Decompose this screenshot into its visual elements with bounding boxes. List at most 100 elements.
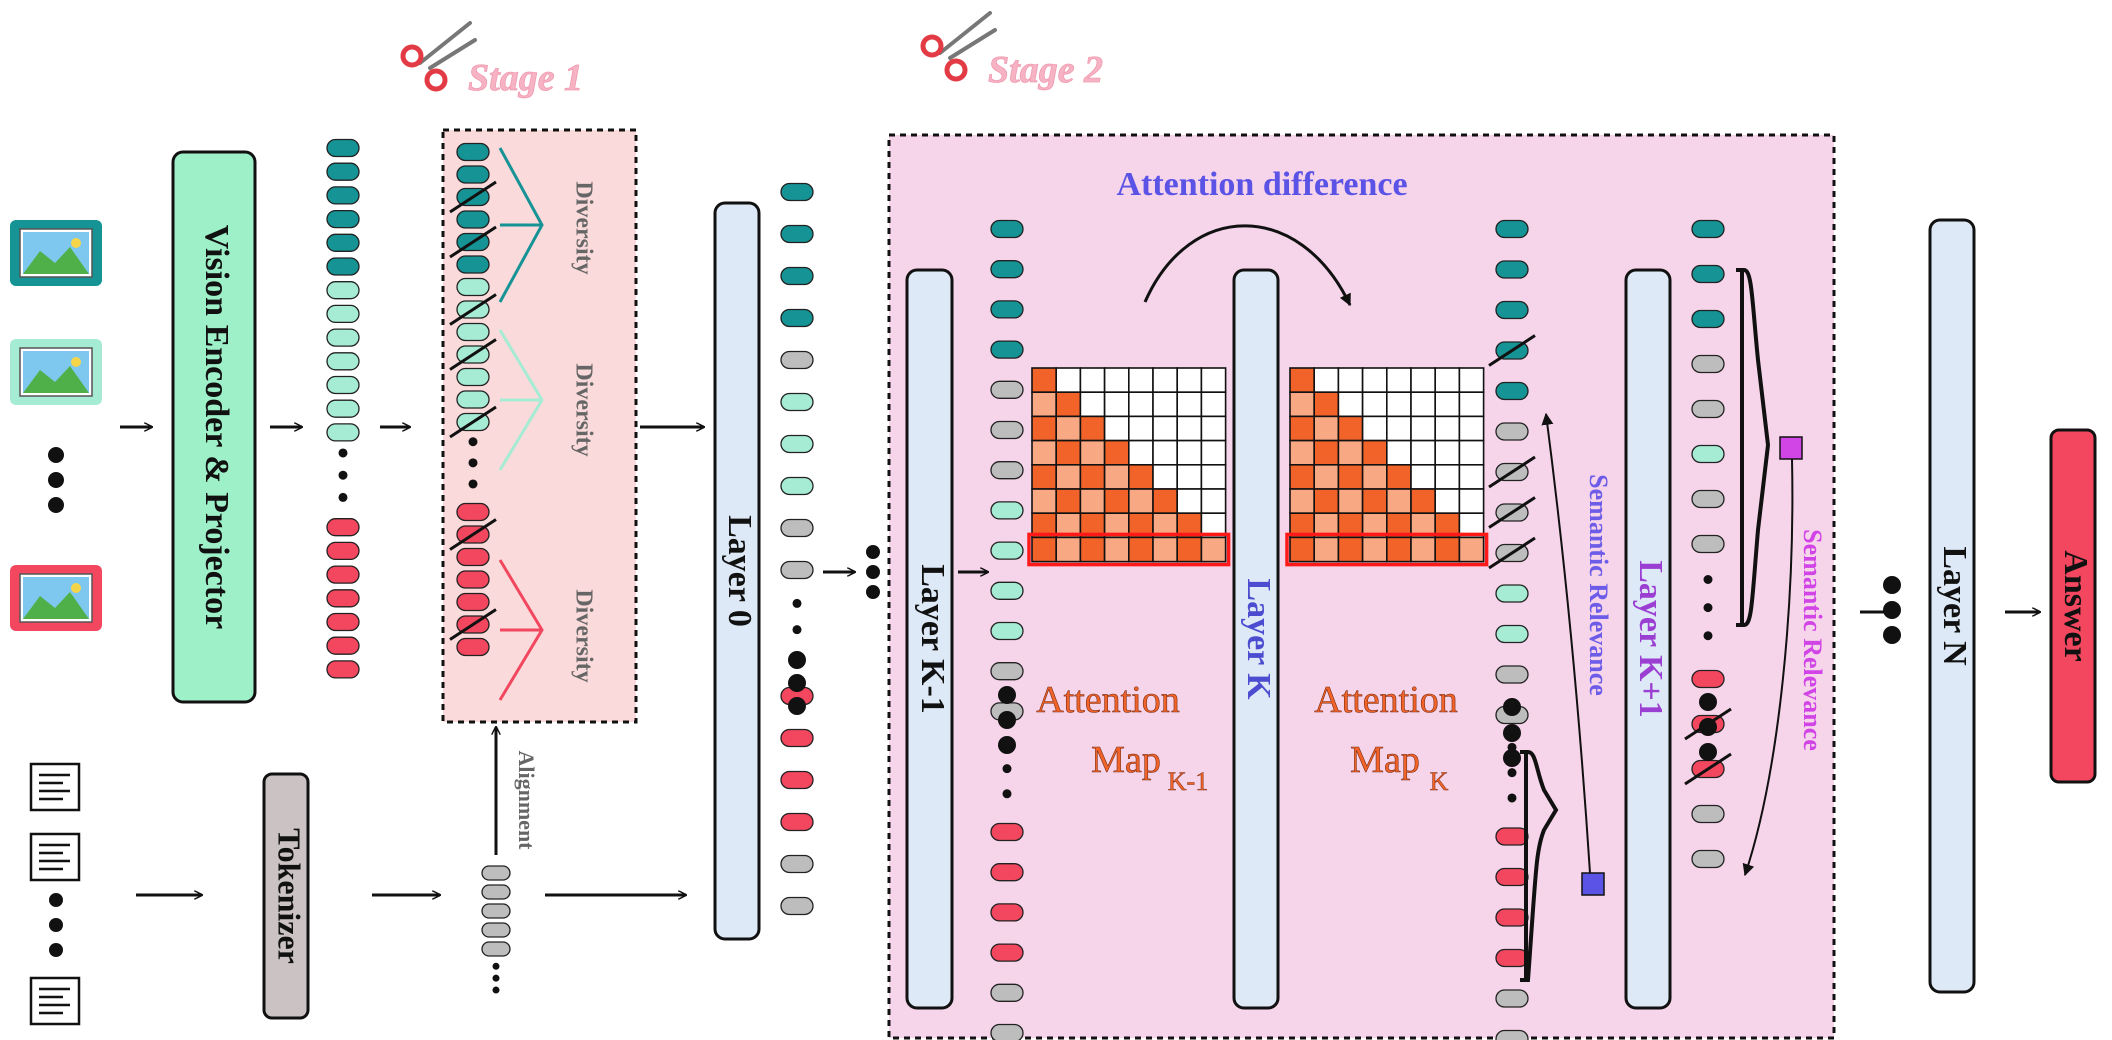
token xyxy=(990,621,1024,641)
token xyxy=(1691,354,1725,374)
attention-cell xyxy=(1289,439,1316,466)
token-ellipsis-dot xyxy=(338,470,348,480)
ellipsis-dot xyxy=(866,565,880,579)
ellipsis-dot xyxy=(866,545,880,559)
token xyxy=(326,636,360,655)
token xyxy=(326,518,360,537)
token xyxy=(990,541,1024,560)
layer0-tokens xyxy=(780,182,814,916)
token xyxy=(1495,381,1529,401)
token xyxy=(481,941,511,957)
attention-cell xyxy=(1434,391,1461,418)
token xyxy=(780,476,814,496)
attention-cell xyxy=(1128,439,1154,466)
ellipsis-dot xyxy=(1503,749,1521,767)
attention-cell xyxy=(1337,367,1364,394)
text-tokens xyxy=(481,865,511,994)
attention-cell xyxy=(1031,488,1058,515)
token xyxy=(1495,260,1529,279)
layer-k-plus-1-label: Layer K+1 xyxy=(1632,560,1669,718)
attention-cell xyxy=(1103,488,1130,515)
map-label-k: Map xyxy=(1350,739,1420,781)
attention-cell xyxy=(1337,536,1364,563)
token-ellipsis-dot xyxy=(1703,603,1713,613)
attention-cell xyxy=(1337,463,1364,490)
attention-cell xyxy=(1313,415,1340,442)
token xyxy=(990,581,1024,600)
attention-cell xyxy=(1152,367,1179,394)
diversity-fans: Diversity Diversity Diversity xyxy=(498,147,597,701)
attention-cell xyxy=(1386,415,1412,442)
layer-k-plus-1-block xyxy=(1624,268,1672,1010)
attention-cell xyxy=(1103,415,1130,442)
layer-k-plus-1-tokens xyxy=(1684,219,1732,869)
token xyxy=(990,461,1024,480)
token xyxy=(780,854,814,874)
attention-cell xyxy=(1313,536,1340,563)
attention-cell xyxy=(1176,367,1203,394)
ellipsis-dot xyxy=(49,893,63,907)
answer-block xyxy=(2049,428,2097,784)
layer-0-block xyxy=(713,201,761,941)
attention-cell xyxy=(1176,439,1203,466)
token xyxy=(326,162,360,181)
attention-cell xyxy=(1313,463,1340,490)
attention-cell xyxy=(1128,415,1154,442)
token xyxy=(780,308,814,328)
attention-cell xyxy=(1458,463,1485,490)
token xyxy=(1495,827,1529,846)
semantic-relevance-label-right: Semantic Relevance xyxy=(1798,529,1827,751)
token xyxy=(481,884,511,900)
attention-cell xyxy=(1458,488,1485,515)
token xyxy=(990,863,1024,882)
attention-cell xyxy=(1361,488,1388,515)
attention-cell xyxy=(1410,536,1437,563)
attention-cell xyxy=(1055,415,1082,442)
token xyxy=(1691,534,1725,554)
pruned-slash xyxy=(1684,752,1732,786)
attention-cell xyxy=(1079,463,1106,490)
attention-cell xyxy=(1079,391,1106,418)
layer-n-label: Layer N xyxy=(1936,546,1973,666)
token xyxy=(780,560,814,580)
pruned-slash xyxy=(449,338,497,371)
attention-cell xyxy=(1176,415,1203,442)
attention-map-labels: Attention Map K-1 Attention Map K xyxy=(1036,679,1458,797)
stage2-label: Stage 2 xyxy=(988,49,1103,91)
ellipsis-dot xyxy=(1883,601,1901,619)
attention-cell xyxy=(1410,391,1437,418)
token xyxy=(326,138,360,158)
token xyxy=(990,380,1024,399)
attention-cell xyxy=(1200,391,1227,418)
token xyxy=(1495,624,1529,644)
ellipsis-dot xyxy=(866,585,880,599)
token xyxy=(780,896,814,916)
token xyxy=(456,277,490,297)
token xyxy=(456,165,490,184)
token-ellipsis-dot xyxy=(792,598,802,608)
layer-k-tokens xyxy=(1488,219,1536,1040)
token xyxy=(1495,422,1529,441)
diversity-label-3: Diversity xyxy=(570,589,596,682)
attention-cell xyxy=(1386,391,1412,418)
map-label-k-minus-1: Map xyxy=(1091,739,1161,781)
attention-cell xyxy=(1031,415,1058,442)
attention-label-k-minus-1: Attention xyxy=(1036,679,1180,721)
token xyxy=(456,322,490,342)
attention-cell xyxy=(1031,439,1058,466)
token-ellipsis-dot xyxy=(1507,768,1517,778)
token-ellipsis-dot xyxy=(792,625,802,635)
attention-cell xyxy=(1361,391,1388,418)
pruned-slash xyxy=(1488,455,1536,489)
token xyxy=(780,350,814,370)
attention-cell xyxy=(1410,367,1437,394)
tokenizer-label: Tokenizer xyxy=(272,828,308,964)
token xyxy=(990,983,1024,1002)
token xyxy=(481,903,511,919)
layer-n-block xyxy=(1928,218,1976,994)
attention-cell xyxy=(1434,367,1461,394)
attention-cell xyxy=(1152,415,1179,442)
attention-cell xyxy=(1152,536,1179,563)
attention-cell xyxy=(1079,488,1106,515)
ellipsis-dot xyxy=(49,943,63,957)
